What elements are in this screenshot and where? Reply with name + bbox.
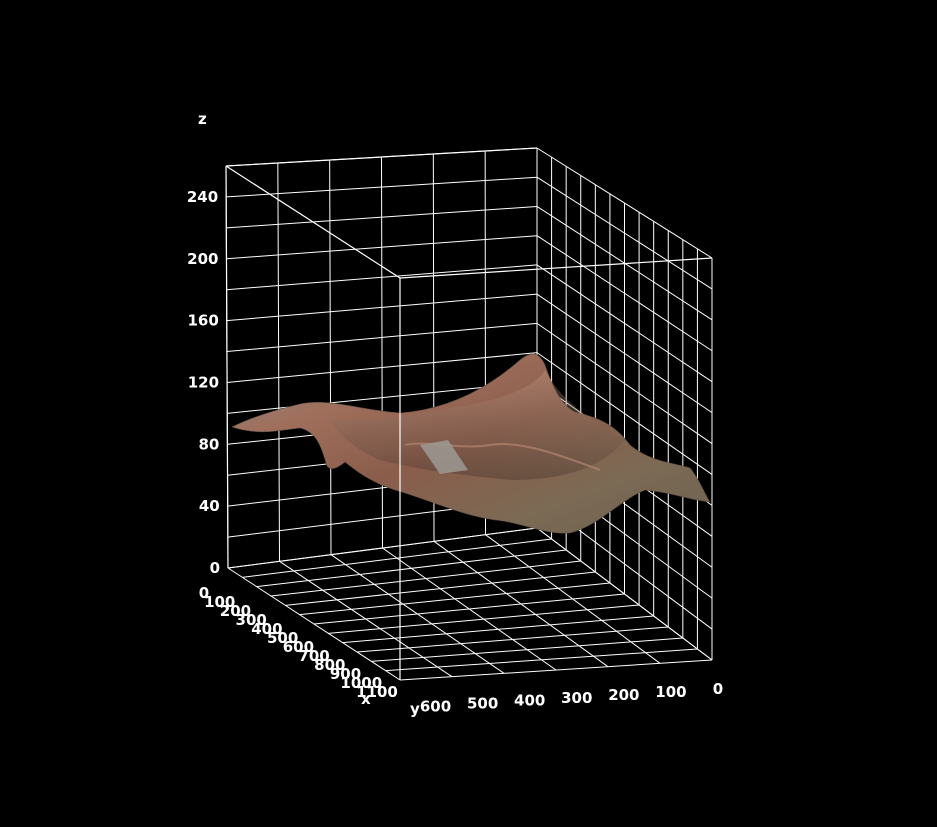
terrain-surface [231, 353, 711, 534]
side-wall-grid [536, 147, 713, 661]
floor-grid-line-x [299, 582, 610, 616]
back-left-edge [225, 165, 229, 569]
y-tick-label: 0 [713, 680, 723, 698]
floor-grid-line-x [242, 538, 552, 578]
x-tick-label: 900 [330, 665, 361, 683]
z-tick-label: 0 [210, 559, 220, 577]
y-axis-ticks: 0 100 200 300 400 500 600 [420, 680, 723, 716]
z-tick-label: 120 [188, 373, 219, 391]
floor-grid-line-x [385, 648, 698, 672]
back-top-edge [225, 147, 538, 167]
axis-box [225, 147, 713, 680]
floor-grid [227, 527, 713, 681]
y-tick-label: 200 [608, 686, 639, 704]
floor-grid-line-x [227, 527, 538, 569]
x-tick-label: 200 [220, 602, 251, 620]
x-tick-label: 800 [314, 656, 345, 674]
floor-grid-line-x [270, 560, 581, 597]
x-tick-label: 600 [283, 638, 314, 656]
z-tick-label: 200 [187, 250, 218, 268]
terrain-cliff [420, 440, 468, 474]
left-top-edge [225, 165, 401, 279]
z-tick-label: 40 [199, 497, 220, 515]
floor-grid-line-x [399, 659, 713, 681]
x-tick-label: 500 [267, 629, 298, 647]
z-axis-ticks: 0 40 80 120 160 200 240 [187, 188, 220, 577]
floor-grid-line-x [256, 549, 567, 588]
y-tick-label: 500 [467, 695, 498, 713]
x-tick-label: 1100 [356, 683, 398, 701]
front-top-edge [399, 257, 713, 279]
back-grid-line-y [277, 162, 280, 562]
y-axis-title: y [410, 700, 420, 718]
y-tick-label: 100 [655, 683, 686, 701]
x-tick-label: 400 [251, 620, 282, 638]
back-grid-line-y [381, 156, 383, 549]
y-tick-label: 600 [420, 698, 451, 716]
back-grid-line-y [329, 159, 332, 555]
y-tick-label: 300 [561, 689, 592, 707]
floor-grid-line-x [313, 593, 625, 625]
floor-grid-line-x [285, 571, 596, 606]
x-tick-label: 300 [236, 611, 267, 629]
x-tick-label: 1000 [340, 674, 382, 692]
x-tick-label: 700 [298, 647, 329, 665]
floor-grid-line-x [328, 604, 640, 634]
floor-grid-line-x [342, 615, 654, 644]
floor-grid-line-x [371, 637, 683, 662]
floor-grid-line-x [356, 626, 669, 653]
y-tick-label: 400 [514, 692, 545, 710]
x-tick-label: 0 [199, 584, 209, 602]
z-tick-label: 80 [199, 435, 220, 453]
x-axis-title: x [361, 690, 371, 708]
z-tick-label: 160 [187, 312, 218, 330]
z-tick-label: 240 [187, 188, 218, 206]
x-tick-label: 100 [204, 593, 235, 611]
z-axis-title: z [198, 110, 207, 128]
